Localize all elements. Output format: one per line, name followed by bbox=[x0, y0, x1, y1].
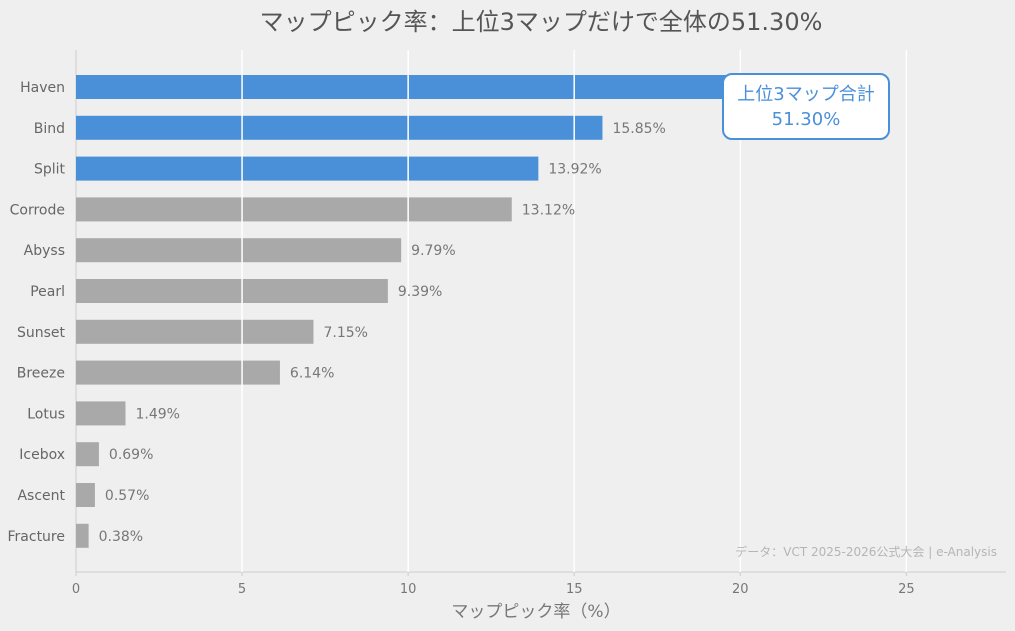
source-note: データ：VCT 2025-2026公式大会 | e-Analysis bbox=[735, 544, 997, 559]
data-label: 6.14% bbox=[290, 366, 334, 382]
y-tick-label: Sunset bbox=[17, 325, 66, 341]
x-tick-label: 20 bbox=[732, 582, 749, 597]
x-axis-label: マップピック率（%） bbox=[451, 602, 620, 622]
bar-ascent bbox=[76, 483, 95, 507]
x-tick-label: 10 bbox=[400, 582, 417, 597]
y-tick-label: Fracture bbox=[8, 529, 66, 545]
data-label: 13.12% bbox=[522, 202, 575, 218]
x-tick-label: 5 bbox=[238, 582, 246, 597]
x-tick-labels: 0 5 10 15 20 25 bbox=[72, 582, 915, 597]
annotation-value: 51.30% bbox=[772, 109, 841, 130]
data-label: 9.39% bbox=[398, 284, 442, 300]
chart-title: マップピック率：上位3マップだけで全体の51.30% bbox=[260, 8, 823, 36]
bar-breeze bbox=[76, 360, 280, 385]
y-tick-label: Icebox bbox=[19, 447, 65, 463]
bar-abyss bbox=[76, 238, 402, 263]
y-tick-label: Haven bbox=[20, 80, 65, 96]
y-tick-label: Abyss bbox=[24, 243, 65, 259]
bar-haven bbox=[76, 75, 792, 99]
data-label: 7.15% bbox=[323, 325, 367, 341]
bar-corrode bbox=[76, 197, 512, 222]
data-label: 0.69% bbox=[109, 447, 153, 463]
annotation-title: 上位3マップ合計 bbox=[737, 84, 874, 105]
y-tick-label: Ascent bbox=[17, 488, 65, 504]
value-labels: 15.85% 13.92% 13.12% 9.79% 9.39% 7.15% 6.14% 1.… bbox=[99, 121, 666, 545]
annotation-border bbox=[722, 73, 890, 140]
data-label: 15.85% bbox=[612, 121, 665, 137]
y-tick-labels: Haven Bind Split Corrode Abyss Pearl Sunset Bre… bbox=[8, 80, 66, 545]
y-tick-label: Lotus bbox=[27, 406, 65, 422]
data-label: 13.92% bbox=[548, 162, 601, 178]
bar-lotus bbox=[76, 401, 126, 426]
bar-sunset bbox=[76, 319, 314, 344]
y-tick-label: Split bbox=[34, 162, 66, 178]
y-tick-label: Breeze bbox=[17, 366, 65, 382]
y-tick-label: Pearl bbox=[30, 284, 65, 300]
data-label: 0.38% bbox=[99, 529, 143, 545]
bar-fracture bbox=[76, 523, 89, 548]
x-tick-label: 25 bbox=[898, 582, 915, 597]
data-label: 9.79% bbox=[411, 243, 455, 259]
bars bbox=[76, 75, 792, 548]
bar-icebox bbox=[76, 442, 99, 467]
bar-pearl bbox=[76, 279, 388, 303]
y-tick-label: Bind bbox=[34, 121, 65, 137]
data-label: 1.49% bbox=[135, 406, 179, 422]
y-tick-label: Corrode bbox=[10, 202, 65, 218]
data-label: 0.57% bbox=[105, 488, 149, 504]
x-tick-label: 0 bbox=[72, 582, 80, 597]
x-tick-label: 15 bbox=[566, 582, 583, 597]
bar-split bbox=[76, 156, 539, 181]
bar-bind bbox=[76, 115, 603, 140]
annotation-box: 上位3マップ合計 51.30% bbox=[722, 73, 890, 140]
